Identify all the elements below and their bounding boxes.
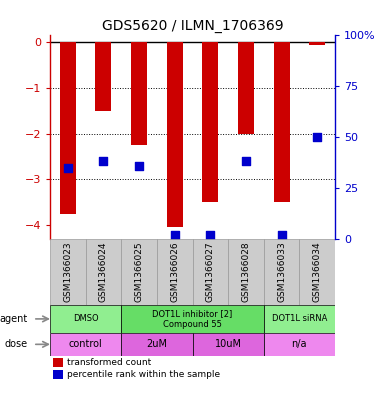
- Text: transformed count: transformed count: [67, 358, 151, 367]
- Text: 2uM: 2uM: [146, 339, 167, 349]
- Bar: [53, 358, 63, 367]
- FancyBboxPatch shape: [50, 239, 85, 305]
- Point: [100, 158, 107, 165]
- FancyBboxPatch shape: [228, 239, 264, 305]
- Text: GSM1366024: GSM1366024: [99, 242, 108, 302]
- Bar: [167, 42, 183, 228]
- Text: GSM1366025: GSM1366025: [135, 242, 144, 302]
- Text: GSM1366023: GSM1366023: [64, 242, 72, 302]
- Bar: [95, 42, 112, 111]
- Bar: [202, 42, 218, 202]
- Text: percentile rank within the sample: percentile rank within the sample: [67, 370, 220, 379]
- Point: [314, 134, 320, 140]
- FancyBboxPatch shape: [300, 239, 335, 305]
- FancyBboxPatch shape: [264, 239, 300, 305]
- FancyBboxPatch shape: [121, 333, 192, 356]
- Text: DOT1L siRNA: DOT1L siRNA: [272, 314, 327, 323]
- Point: [278, 231, 285, 238]
- FancyBboxPatch shape: [157, 239, 192, 305]
- Bar: [309, 42, 325, 44]
- FancyBboxPatch shape: [192, 333, 264, 356]
- Text: DMSO: DMSO: [73, 314, 99, 323]
- Text: agent: agent: [0, 314, 27, 324]
- FancyBboxPatch shape: [50, 333, 121, 356]
- FancyBboxPatch shape: [85, 239, 121, 305]
- Text: GSM1366028: GSM1366028: [241, 242, 250, 302]
- FancyBboxPatch shape: [121, 239, 157, 305]
- Title: GDS5620 / ILMN_1706369: GDS5620 / ILMN_1706369: [102, 19, 283, 33]
- FancyBboxPatch shape: [192, 239, 228, 305]
- Text: DOT1L inhibitor [2]
Compound 55: DOT1L inhibitor [2] Compound 55: [152, 309, 233, 329]
- FancyBboxPatch shape: [121, 305, 264, 333]
- Text: n/a: n/a: [291, 339, 307, 349]
- Text: GSM1366033: GSM1366033: [277, 241, 286, 302]
- Point: [243, 158, 249, 165]
- Point: [136, 162, 142, 169]
- Point: [207, 231, 213, 238]
- Text: dose: dose: [4, 339, 27, 349]
- FancyBboxPatch shape: [264, 333, 335, 356]
- Bar: [131, 42, 147, 145]
- Text: GSM1366027: GSM1366027: [206, 242, 215, 302]
- Bar: [273, 42, 290, 202]
- FancyBboxPatch shape: [264, 305, 335, 333]
- Bar: [238, 42, 254, 134]
- Point: [65, 164, 71, 171]
- Text: 10uM: 10uM: [214, 339, 242, 349]
- Text: GSM1366026: GSM1366026: [170, 242, 179, 302]
- Point: [172, 231, 178, 238]
- Text: control: control: [69, 339, 102, 349]
- FancyBboxPatch shape: [50, 305, 121, 333]
- Text: GSM1366034: GSM1366034: [313, 242, 321, 302]
- Bar: [60, 42, 76, 214]
- Bar: [53, 370, 63, 379]
